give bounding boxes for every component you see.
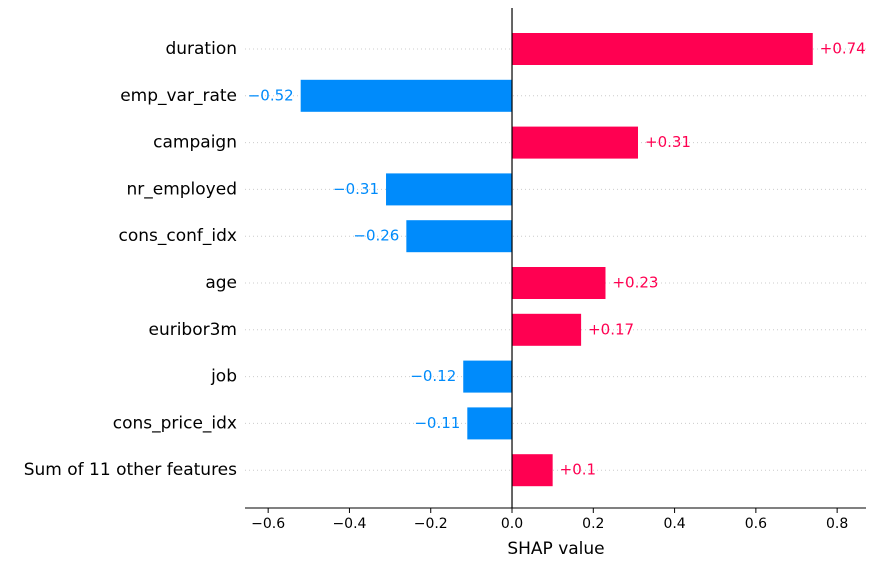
value-label: +0.1	[560, 461, 596, 479]
y-tick-label: campaign	[153, 133, 237, 153]
x-tick-label: −0.4	[332, 516, 366, 532]
x-tick-label: 0.2	[582, 516, 604, 532]
value-label: −0.31	[333, 180, 379, 198]
value-label: −0.26	[353, 227, 399, 245]
x-tick-label: 0.0	[501, 516, 523, 532]
value-label: −0.12	[410, 367, 456, 385]
x-tick-label: −0.6	[251, 516, 285, 532]
x-tick-label: −0.2	[414, 516, 448, 532]
bar	[512, 126, 639, 159]
x-tick-label: 0.8	[826, 516, 848, 532]
y-tick-label: job	[210, 367, 237, 387]
value-label: +0.17	[588, 320, 634, 338]
value-label: −0.52	[248, 86, 294, 104]
value-label: +0.74	[820, 40, 866, 58]
y-tick-label: duration	[165, 39, 237, 59]
y-tick-label: nr_employed	[126, 179, 237, 199]
x-tick-label: 0.6	[745, 516, 767, 532]
value-label: +0.31	[645, 133, 691, 151]
y-tick-label: euribor3m	[148, 320, 237, 340]
x-tick-label: 0.4	[663, 516, 685, 532]
value-label: +0.23	[612, 274, 658, 292]
y-tick-label: age	[205, 273, 237, 293]
bar	[512, 313, 582, 346]
y-tick-label: cons_price_idx	[113, 413, 237, 433]
y-tick-label: cons_conf_idx	[119, 226, 237, 246]
bar	[512, 33, 813, 65]
bar	[467, 407, 513, 440]
bar	[512, 267, 606, 299]
y-tick-label: Sum of 11 other features	[24, 460, 237, 480]
x-axis-label: SHAP value	[507, 539, 604, 559]
value-label: −0.11	[414, 414, 460, 432]
bar	[386, 173, 513, 206]
bar	[512, 454, 553, 487]
bar	[406, 220, 513, 253]
bar	[463, 360, 513, 393]
bar	[300, 79, 513, 112]
y-tick-label: emp_var_rate	[120, 86, 237, 106]
